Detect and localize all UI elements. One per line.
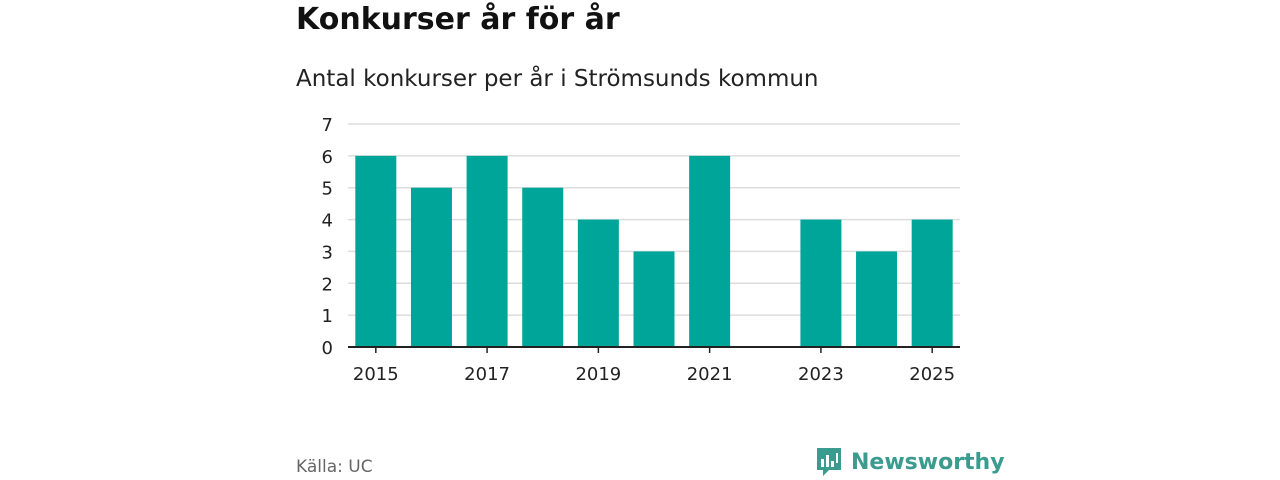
bar-2023 [800, 219, 842, 347]
x-tick-label: 2019 [575, 364, 621, 385]
y-tick-label: 2 [322, 274, 333, 295]
brand-logo: Newsworthy [815, 446, 1005, 478]
y-tick-label: 4 [322, 211, 333, 232]
bar-2018 [522, 187, 564, 347]
x-tick-label: 2021 [687, 364, 733, 385]
bar-2020 [633, 251, 675, 347]
x-tick-label: 2015 [353, 364, 399, 385]
source-note: Källa: UC [296, 457, 373, 477]
y-tick-label: 3 [322, 242, 333, 263]
y-tick-label: 6 [322, 147, 333, 168]
newsworthy-icon [817, 448, 841, 476]
chart-subtitle: Antal konkurser per år i Strömsunds komm… [296, 66, 819, 92]
y-tick-label: 1 [322, 306, 333, 327]
y-tick-label: 0 [322, 338, 333, 359]
y-tick-label: 7 [322, 115, 333, 136]
chart-title: Konkurser år för år [296, 2, 620, 37]
x-tick-label: 2023 [798, 364, 844, 385]
bars [355, 155, 953, 347]
bar-2019 [577, 219, 619, 347]
x-tick-label: 2017 [464, 364, 510, 385]
axes [348, 346, 960, 353]
bar-2025 [911, 219, 953, 347]
tick-labels: 0 1 2 3 4 5 6 7 2015 2017 2019 2021 2023 2025 [322, 115, 956, 385]
brand-name: Newsworthy [851, 449, 1005, 475]
x-tick-label: 2025 [909, 364, 955, 385]
y-tick-label: 5 [322, 179, 333, 200]
bar-2015 [355, 155, 397, 347]
bar-2021 [689, 155, 731, 347]
bar-2024 [856, 251, 898, 347]
bar-2017 [466, 155, 508, 347]
bar-2016 [410, 187, 452, 347]
